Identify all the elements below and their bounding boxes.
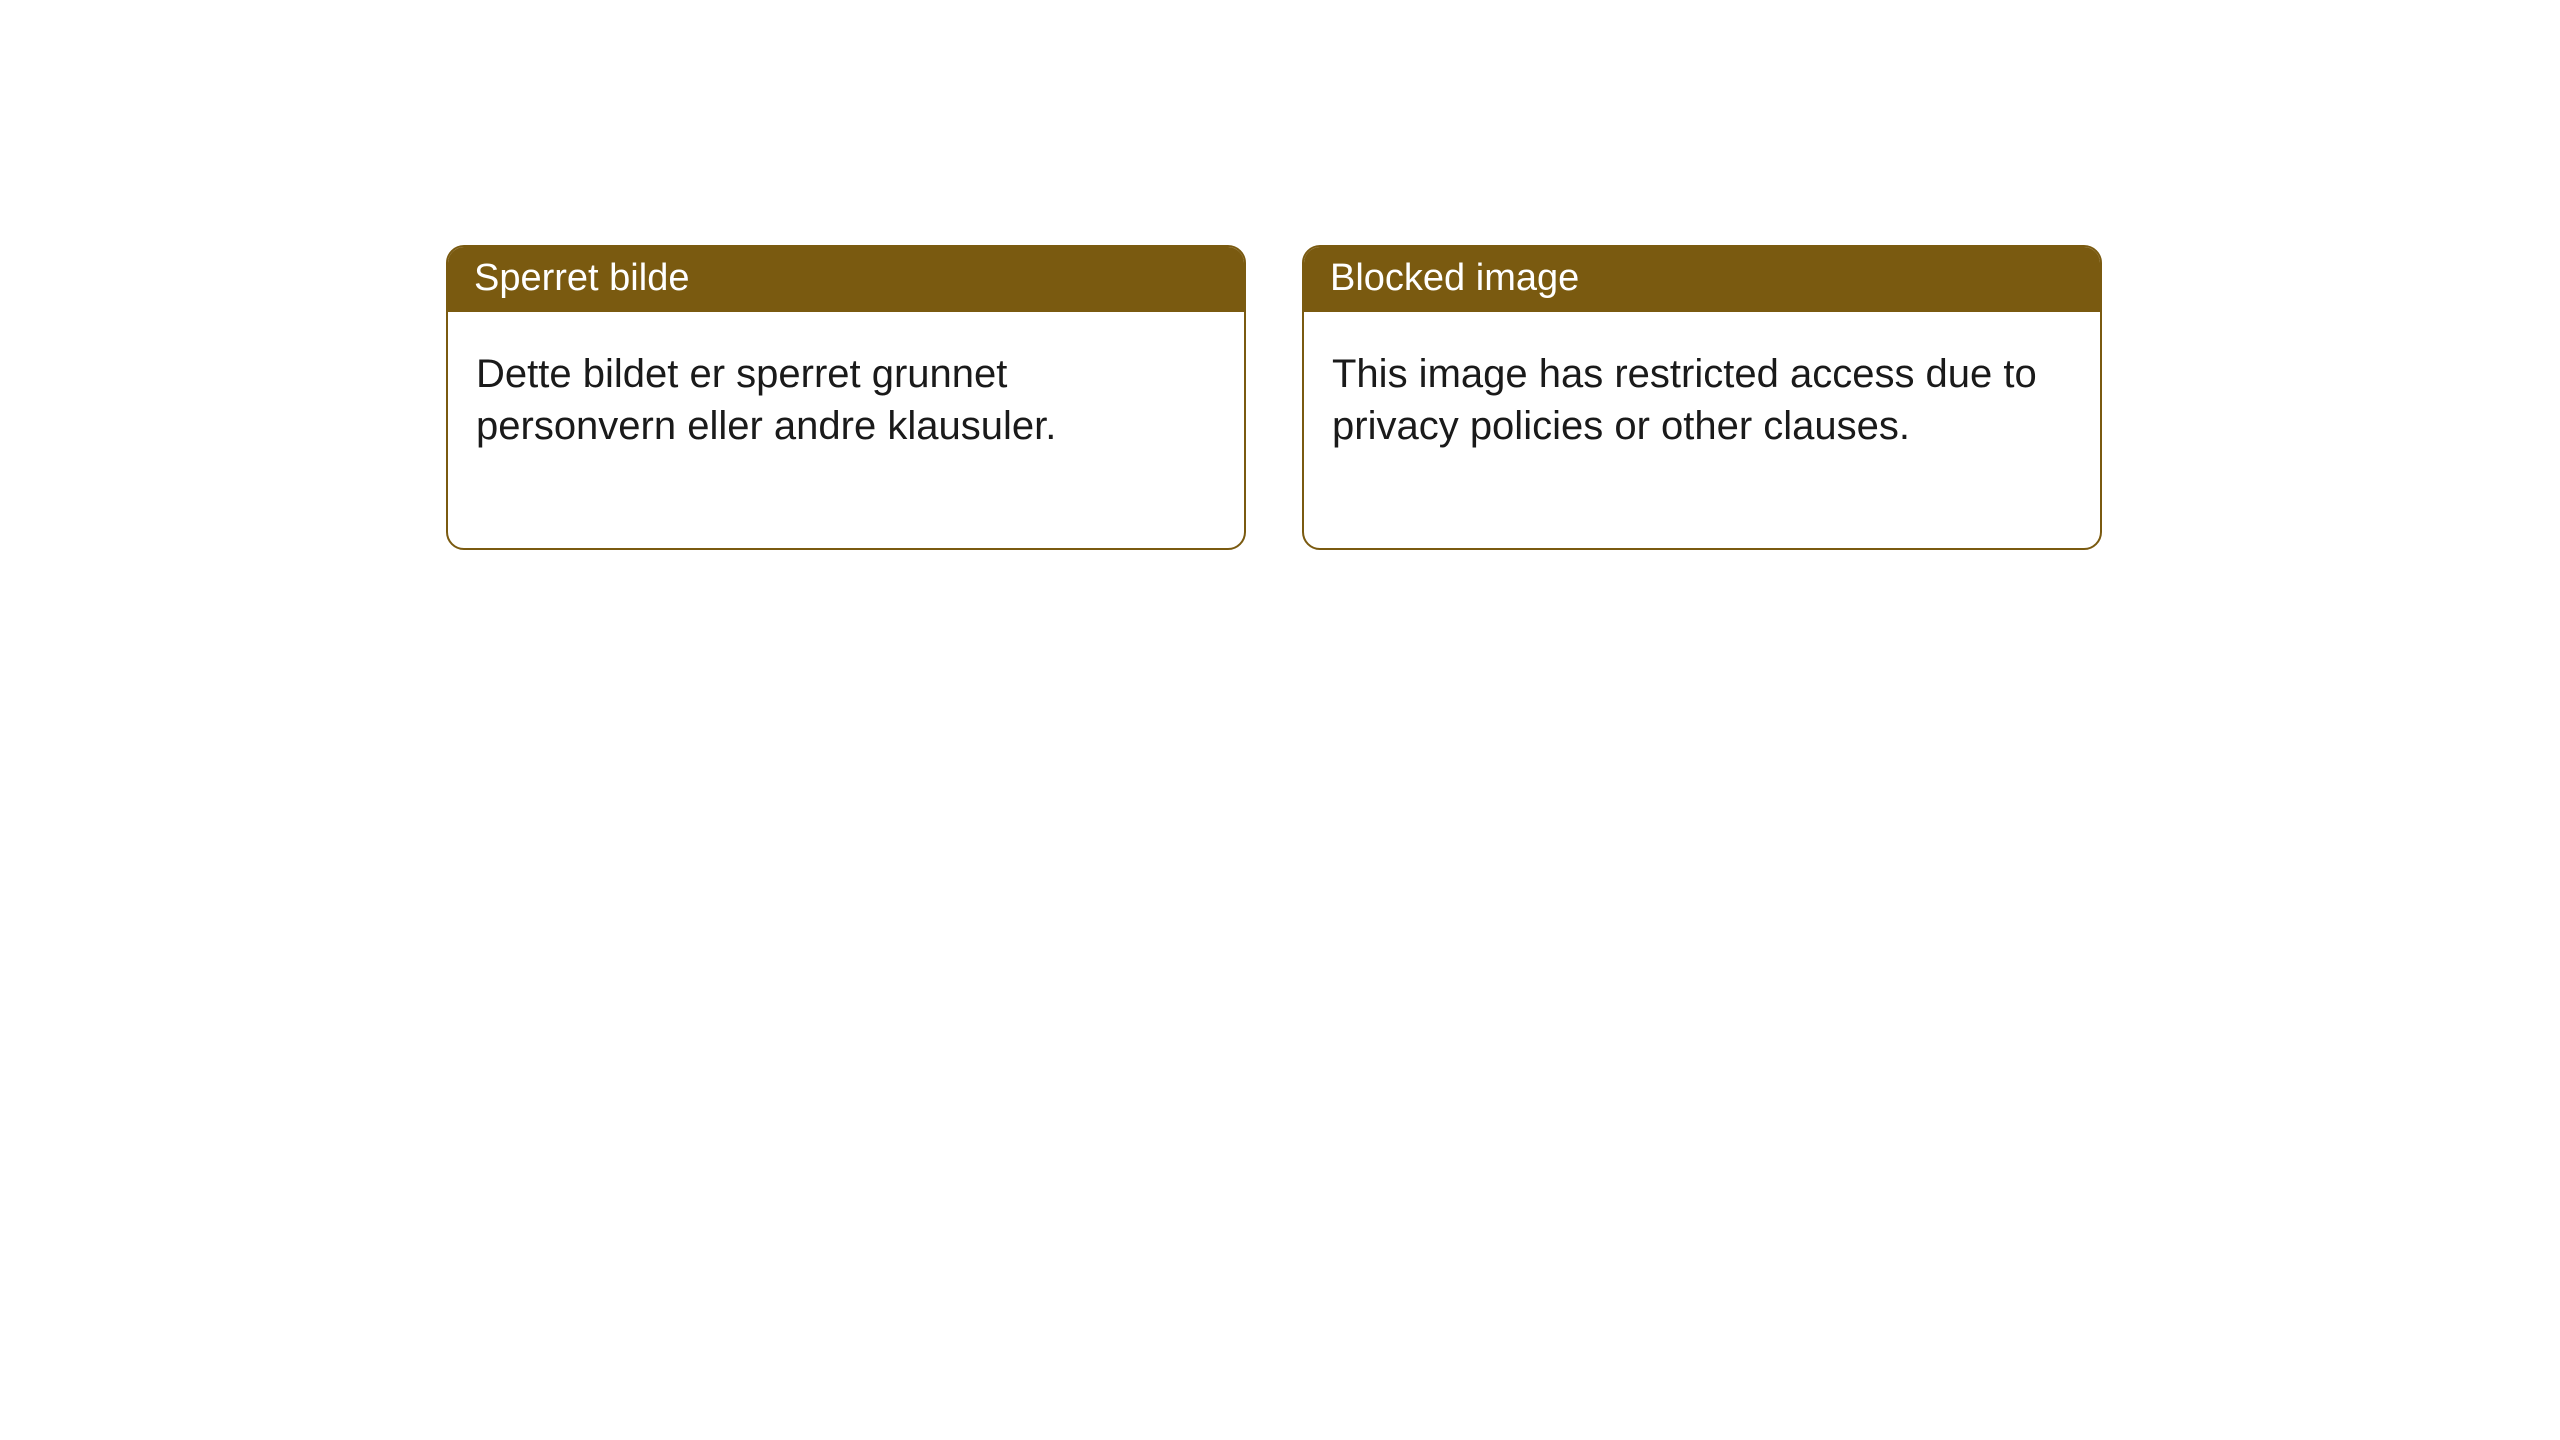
notice-card-english: Blocked image This image has restricted … [1302, 245, 2102, 550]
notice-container: Sperret bilde Dette bildet er sperret gr… [446, 245, 2102, 550]
notice-header-english: Blocked image [1304, 247, 2100, 312]
notice-card-norwegian: Sperret bilde Dette bildet er sperret gr… [446, 245, 1246, 550]
notice-header-norwegian: Sperret bilde [448, 247, 1244, 312]
notice-body-english: This image has restricted access due to … [1304, 312, 2100, 548]
notice-body-norwegian: Dette bildet er sperret grunnet personve… [448, 312, 1244, 548]
